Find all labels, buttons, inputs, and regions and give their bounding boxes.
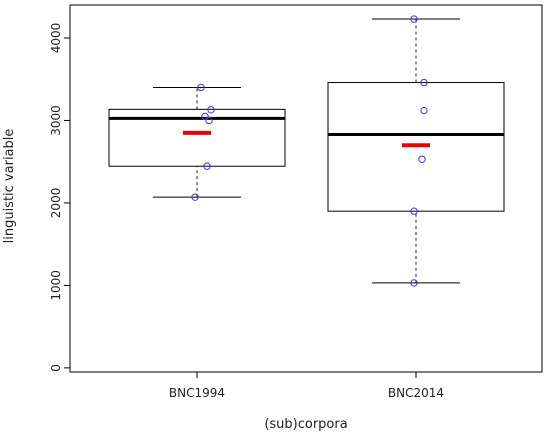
data-point <box>203 162 211 170</box>
y-tick-label: 3000 <box>49 105 63 136</box>
box-iqr <box>108 108 286 167</box>
data-point <box>205 116 213 125</box>
data-point <box>410 279 418 287</box>
data-point <box>420 78 428 87</box>
data-point <box>191 193 199 201</box>
data-point <box>418 155 426 163</box>
x-axis-label: (sub)corpora <box>264 417 347 432</box>
data-point <box>201 112 209 121</box>
y-tick-label: 2000 <box>49 188 63 219</box>
data-point <box>207 106 215 114</box>
data-point <box>197 83 205 92</box>
plot-frame <box>69 4 543 373</box>
data-point <box>420 106 428 115</box>
y-tick-label: 0 <box>49 364 63 372</box>
y-tick-label: 4000 <box>49 23 63 54</box>
data-point <box>410 207 418 215</box>
x-tick-label: BNC2014 <box>388 386 444 400</box>
x-tick-label: BNC1994 <box>169 386 225 400</box>
box-iqr <box>327 82 505 212</box>
data-point <box>410 15 418 23</box>
y-axis-label: linguistic variable <box>2 129 17 244</box>
y-tick-label: 1000 <box>49 270 63 301</box>
